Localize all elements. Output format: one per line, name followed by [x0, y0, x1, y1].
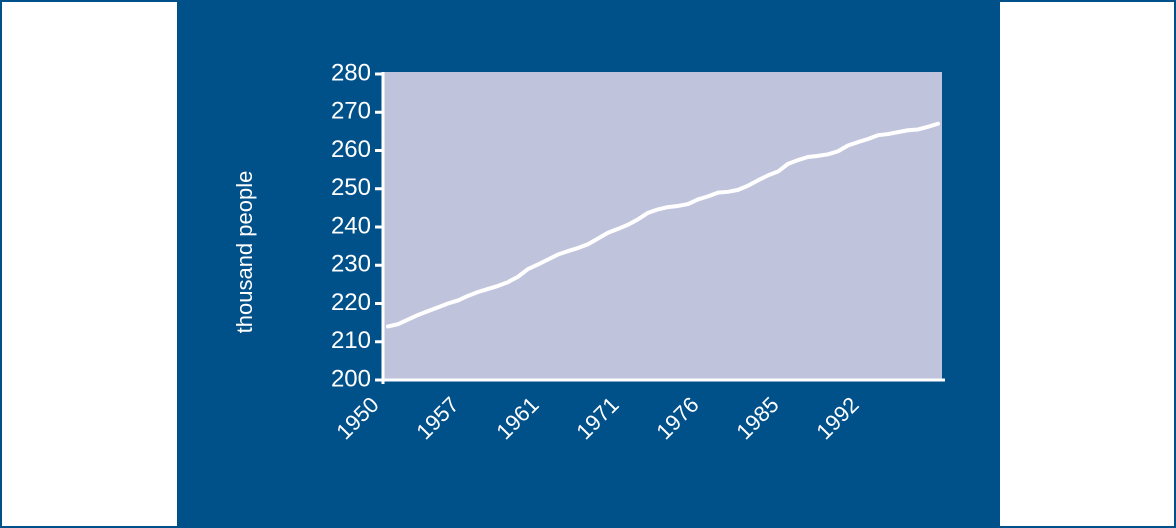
- plot-area: [383, 72, 942, 380]
- y-tick-label: 200: [331, 365, 371, 392]
- y-tick-label: 260: [331, 136, 371, 163]
- y-tick-label: 270: [331, 98, 371, 125]
- y-tick-label: 220: [331, 289, 371, 316]
- y-tick-label: 250: [331, 174, 371, 201]
- y-tick-label: 280: [331, 59, 371, 86]
- y-axis-title: thousand people: [232, 171, 257, 334]
- y-tick-label: 240: [331, 212, 371, 239]
- data-line: [386, 121, 940, 329]
- y-tick-label: 230: [331, 251, 371, 278]
- y-tick-label: 210: [331, 327, 371, 354]
